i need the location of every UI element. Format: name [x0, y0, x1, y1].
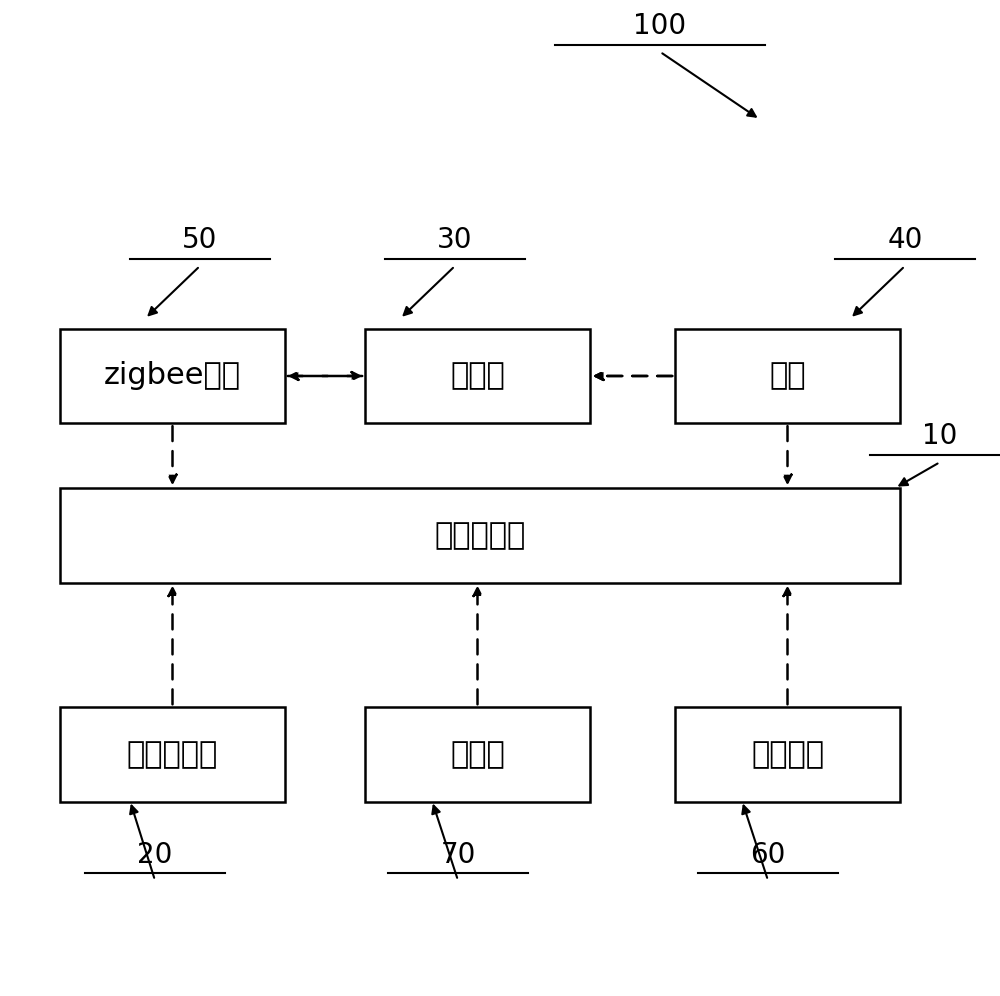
Bar: [365, 329, 590, 423]
Bar: [675, 707, 900, 802]
Text: 路由器: 路由器: [450, 362, 505, 390]
Bar: [60, 488, 900, 583]
Text: 50: 50: [182, 226, 218, 254]
Text: 语音音筱: 语音音筱: [751, 740, 824, 769]
Bar: [60, 329, 285, 423]
Text: zigbee网关: zigbee网关: [104, 362, 241, 390]
Text: 遥控器: 遥控器: [450, 740, 505, 769]
Text: 100: 100: [633, 12, 687, 40]
Text: 60: 60: [750, 841, 786, 869]
Text: 40: 40: [887, 226, 923, 254]
Text: 20: 20: [137, 841, 173, 869]
Text: 室内照明灯: 室内照明灯: [434, 521, 526, 550]
Bar: [365, 707, 590, 802]
Text: 30: 30: [437, 226, 473, 254]
Text: 手机: 手机: [769, 362, 806, 390]
Text: 指纹密码锁: 指纹密码锁: [127, 740, 218, 769]
Text: 70: 70: [440, 841, 476, 869]
Bar: [675, 329, 900, 423]
Bar: [60, 707, 285, 802]
Text: 10: 10: [922, 422, 958, 450]
